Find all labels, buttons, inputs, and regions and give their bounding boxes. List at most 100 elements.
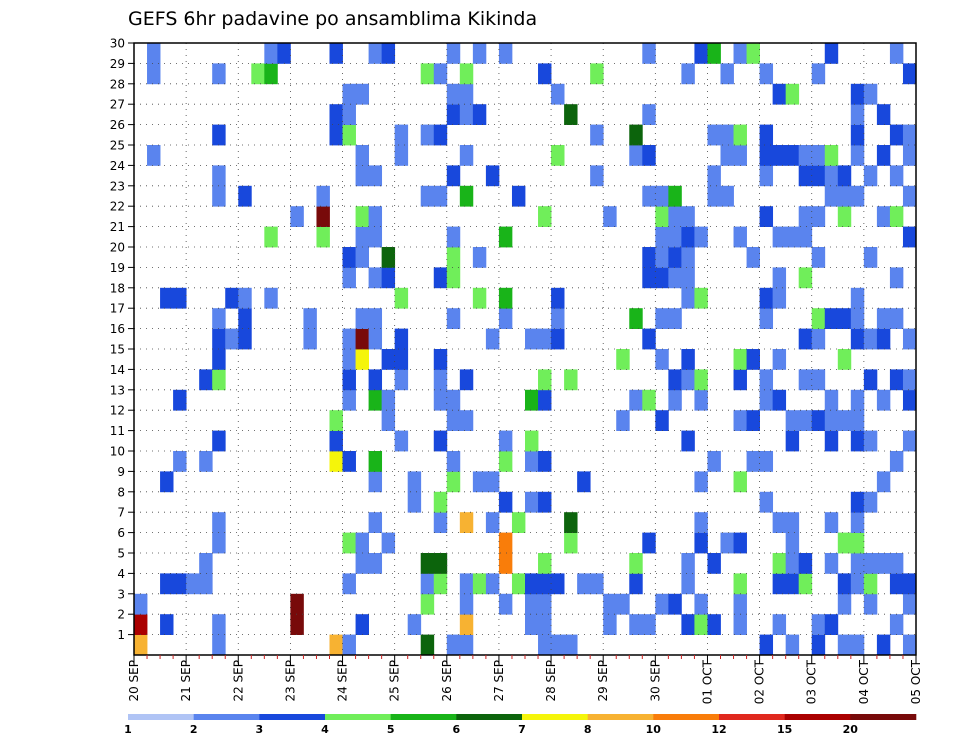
heatmap-cell — [433, 389, 448, 411]
heatmap-cell — [850, 308, 865, 329]
heatmap-cell — [863, 165, 878, 187]
heatmap-cell — [264, 43, 278, 64]
heatmap-cell — [772, 287, 787, 309]
heatmap-cell — [212, 369, 226, 391]
heatmap-cell — [772, 145, 787, 166]
heatmap-cell — [733, 471, 747, 493]
heatmap-cell — [603, 206, 617, 227]
heatmap-cell — [759, 634, 774, 656]
heatmap-cell — [525, 593, 539, 615]
heatmap-cell — [538, 63, 552, 85]
heatmap-cell — [850, 430, 865, 452]
heatmap-cell — [850, 83, 865, 105]
heatmap-cell — [329, 104, 343, 125]
heatmap-cell — [798, 267, 813, 289]
heatmap-cell — [681, 614, 695, 635]
heatmap-cell — [733, 43, 747, 64]
heatmap-cell — [902, 593, 917, 615]
legend-label: 20 — [843, 723, 859, 736]
heatmap-cell — [837, 532, 852, 554]
y-tick-label: 9 — [117, 465, 125, 479]
heatmap-cell — [863, 247, 878, 268]
heatmap-cell — [238, 308, 252, 329]
heatmap-cell — [824, 185, 839, 207]
heatmap-cell — [850, 185, 865, 207]
heatmap-cell — [668, 267, 682, 289]
y-tick-label: 4 — [117, 567, 125, 581]
heatmap-cell — [902, 389, 917, 411]
heatmap-cell — [902, 124, 917, 146]
heatmap-cell — [733, 369, 747, 391]
heatmap-cell — [694, 593, 708, 615]
heatmap-cell — [160, 614, 174, 635]
heatmap-cell — [629, 553, 643, 574]
heatmap-cell — [616, 349, 630, 370]
x-tick-label: 01 OCT — [701, 659, 715, 704]
heatmap-cell — [733, 349, 747, 370]
y-tick-label: 12 — [110, 404, 125, 418]
x-tick-label: 28 SEP — [544, 660, 558, 702]
heatmap-cell — [342, 83, 356, 105]
x-tick-label: 24 SEP — [336, 660, 350, 702]
heatmap-cell — [811, 63, 826, 85]
legend-label: 4 — [321, 723, 329, 736]
heatmap-cell — [199, 573, 213, 595]
heatmap-cell — [212, 512, 226, 533]
heatmap-cell — [733, 124, 747, 146]
heatmap-cell — [850, 104, 865, 125]
y-tick-label: 28 — [110, 77, 125, 91]
heatmap-cell — [160, 573, 174, 595]
heatmap-cell — [642, 185, 656, 207]
heatmap-cell — [342, 267, 356, 289]
heatmap-cell — [134, 593, 148, 615]
heatmap-cell — [798, 553, 813, 574]
heatmap-cell — [642, 614, 656, 635]
heatmap-cell — [498, 43, 513, 64]
y-tick-label: 26 — [110, 118, 125, 132]
y-tick-label: 30 — [110, 37, 125, 51]
legend-swatch — [325, 714, 391, 720]
heatmap-cell — [264, 287, 278, 309]
heatmap-cell — [472, 573, 487, 595]
heatmap-cell — [824, 614, 839, 635]
heatmap-cell — [420, 553, 435, 574]
y-tick-label: 2 — [117, 608, 125, 622]
heatmap-cell — [368, 369, 383, 391]
heatmap-cell — [655, 226, 669, 248]
heatmap-cell — [407, 491, 422, 513]
heatmap-cell — [759, 451, 774, 472]
heatmap-cell — [785, 634, 800, 656]
heatmap-cell — [342, 573, 356, 595]
heatmap-cell — [433, 349, 448, 370]
heatmap-cell — [420, 634, 435, 656]
heatmap-cell — [681, 369, 695, 391]
heatmap-cell — [446, 267, 461, 289]
heatmap-cell — [564, 512, 578, 533]
heatmap-cell — [772, 349, 787, 370]
heatmap-cell — [160, 471, 174, 493]
heatmap-cell — [876, 328, 891, 350]
heatmap-cell — [642, 145, 656, 166]
heatmap-cell — [616, 593, 630, 615]
heatmap-cell — [472, 471, 487, 493]
y-tick-label: 5 — [117, 547, 125, 561]
heatmap-cell — [212, 63, 226, 85]
heatmap-cell — [889, 43, 904, 64]
heatmap-cell — [850, 389, 865, 411]
heatmap-cell — [551, 328, 565, 350]
heatmap-cell — [759, 491, 774, 513]
legend-label: 10 — [646, 723, 662, 736]
heatmap-cell — [472, 104, 487, 125]
legend-label: 15 — [777, 723, 792, 736]
heatmap-cell — [199, 553, 213, 574]
heatmap-cell — [342, 369, 356, 391]
heatmap-cell — [889, 165, 904, 187]
heatmap-cell — [264, 63, 278, 85]
heatmap-cell — [525, 573, 539, 595]
legend-swatch — [850, 714, 917, 720]
heatmap-cells — [134, 43, 917, 656]
heatmap-cell — [850, 532, 865, 554]
heatmap-cell — [498, 430, 513, 452]
heatmap-cell — [212, 328, 226, 350]
heatmap-cell — [212, 349, 226, 370]
